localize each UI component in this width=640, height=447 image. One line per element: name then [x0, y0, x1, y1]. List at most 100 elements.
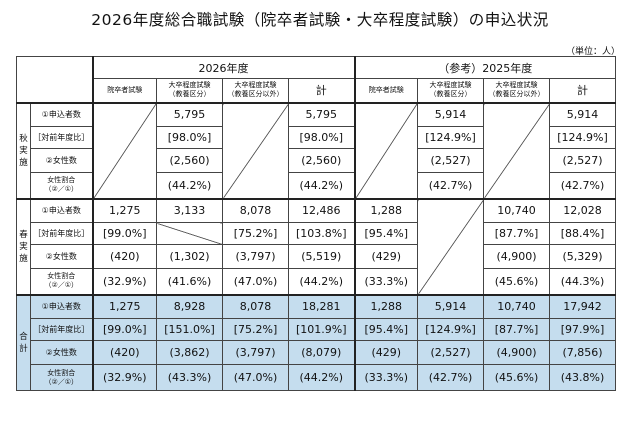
cell-aki-in-2025-na	[353, 101, 418, 199]
cell-haru-female-pct: (44.3%)	[549, 268, 616, 295]
cell-gokei-apply: 10,740	[483, 293, 550, 319]
cell-haru-female-pct: (33.3%)	[353, 268, 418, 295]
cell-haru-ratio: [75.2%]	[222, 222, 289, 245]
cell-aki-apply: 5,795	[156, 101, 223, 127]
cell-haru-female: (3,797)	[222, 244, 289, 269]
cell-aki-female-pct: (44.2%)	[156, 172, 223, 199]
cell-haru-apply: 1,288	[353, 197, 418, 223]
cell-gokei-female-pct: (44.2%)	[288, 364, 355, 391]
cell-aki-apply: 5,914	[549, 101, 616, 127]
cell-aki-female: (2,560)	[156, 148, 223, 173]
cell-aki-ratio: [98.0%]	[288, 126, 355, 149]
header-year-2026: 2026年度	[91, 56, 355, 79]
cell-gokei-ratio: [97.9%]	[549, 318, 616, 341]
cell-aki-female: (2,527)	[549, 148, 616, 173]
cell-gokei-female-pct: (43.3%)	[156, 364, 223, 391]
cell-gokei-apply: 1,288	[353, 293, 418, 319]
cell-aki-apply: 5,914	[417, 101, 484, 127]
cell-gokei-ratio: [95.4%]	[353, 318, 418, 341]
cell-haru-female: (429)	[353, 244, 418, 269]
cell-gokei-female: (2,527)	[417, 340, 484, 365]
cell-haru-ratio: [95.4%]	[353, 222, 418, 245]
cell-aki-dai2-2025-na	[483, 101, 550, 199]
cell-aki-female-pct: (44.2%)	[288, 172, 355, 199]
cell-aki-apply: 5,795	[288, 101, 355, 127]
cell-gokei-female-pct: (32.9%)	[91, 364, 157, 391]
cell-haru-female-pct: (47.0%)	[222, 268, 289, 295]
cell-aki-female: (2,527)	[417, 148, 484, 173]
row-label-female: ②女性数	[30, 340, 93, 365]
cell-haru-female: (4,900)	[483, 244, 550, 269]
cell-haru-apply: 10,740	[483, 197, 550, 223]
cell-aki-ratio: [124.9%]	[417, 126, 484, 149]
cell-aki-dai2-2026-na	[222, 101, 289, 199]
row-label-ratio: ［対前年度比］	[30, 222, 93, 245]
row-label-female-pct: 女性割合 （②／①）	[30, 268, 93, 295]
row-label-female-pct: 女性割合 （②／①）	[30, 364, 93, 391]
cell-haru-female-pct: (32.9%)	[91, 268, 157, 295]
cell-haru-female: (1,302)	[156, 244, 223, 269]
cell-haru-female: (5,329)	[549, 244, 616, 269]
cell-gokei-apply: 8,928	[156, 293, 223, 319]
row-label-ratio: ［対前年度比］	[30, 126, 93, 149]
row-label-female-pct: 女性割合 （②／①）	[30, 172, 93, 199]
header-year-2025: （参考）2025年度	[353, 56, 616, 79]
col-header-total-2025: 計	[549, 78, 616, 103]
cell-aki-female: (2,560)	[288, 148, 355, 173]
cell-aki-female-pct: (42.7%)	[417, 172, 484, 199]
col-header-dai1-2025: 大卒程度試験 （教養区分）	[417, 78, 484, 103]
cell-gokei-female-pct: (42.7%)	[417, 364, 484, 391]
cell-haru-female-pct: (41.6%)	[156, 268, 223, 295]
header-corner	[16, 56, 93, 103]
row-label-female: ②女性数	[30, 148, 93, 173]
cell-gokei-female: (7,856)	[549, 340, 616, 365]
cell-haru-apply: 3,133	[156, 197, 223, 223]
cell-haru-ratio: [87.7%]	[483, 222, 550, 245]
row-label-apply: ①申込者数	[30, 197, 93, 223]
cell-gokei-ratio: [75.2%]	[222, 318, 289, 341]
page-title: 2026年度総合職試験（院卒者試験・大卒程度試験）の申込状況	[91, 11, 549, 29]
cell-gokei-apply: 18,281	[288, 293, 355, 319]
cell-haru-female: (420)	[91, 244, 157, 269]
cell-gokei-ratio: [124.9%]	[417, 318, 484, 341]
cell-gokei-female-pct: (43.8%)	[549, 364, 616, 391]
row-label-female: ②女性数	[30, 244, 93, 269]
cell-haru-female-pct: (44.2%)	[288, 268, 355, 295]
row-label-apply: ①申込者数	[30, 101, 93, 127]
group-label-gokei: 合計	[16, 293, 31, 391]
cell-gokei-apply: 17,942	[549, 293, 616, 319]
cell-haru-apply: 8,078	[222, 197, 289, 223]
col-header-total: 計	[288, 78, 355, 103]
cell-gokei-female-pct: (45.6%)	[483, 364, 550, 391]
group-label-haru: 春実施	[16, 197, 31, 295]
cell-haru-ratio: [103.8%]	[288, 222, 355, 245]
cell-gokei-female: (3,797)	[222, 340, 289, 365]
cell-gokei-female: (3,862)	[156, 340, 223, 365]
cell-gokei-apply: 1,275	[91, 293, 157, 319]
cell-gokei-apply: 5,914	[417, 293, 484, 319]
cell-gokei-ratio: [99.0%]	[91, 318, 157, 341]
cell-haru-female-pct: (45.6%)	[483, 268, 550, 295]
cell-haru-ratio: [99.0%]	[91, 222, 157, 245]
cell-gokei-female-pct: (47.0%)	[222, 364, 289, 391]
unit-note: （単位：人）	[565, 47, 620, 57]
cell-haru-apply: 1,275	[91, 197, 157, 223]
col-header-dai2: 大卒程度試験 （教養区分以外）	[222, 78, 289, 103]
col-header-dai1: 大卒程度試験 （教養区分）	[156, 78, 223, 103]
cell-gokei-female-pct: (33.3%)	[353, 364, 418, 391]
cell-haru-apply: 12,486	[288, 197, 355, 223]
cell-gokei-apply: 8,078	[222, 293, 289, 319]
cell-gokei-female: (429)	[353, 340, 418, 365]
cell-aki-ratio: [124.9%]	[549, 126, 616, 149]
cell-aki-female-pct: (42.7%)	[549, 172, 616, 199]
row-label-ratio: ［対前年度比］	[30, 318, 93, 341]
cell-aki-ratio: [98.0%]	[156, 126, 223, 149]
col-header-in-2025: 院卒者試験	[353, 78, 418, 103]
cell-gokei-female: (8,079)	[288, 340, 355, 365]
group-label-aki: 秋実施	[16, 101, 31, 199]
cell-gokei-female: (4,900)	[483, 340, 550, 365]
col-header-in: 院卒者試験	[91, 78, 157, 103]
cell-haru-ratio-na	[156, 222, 223, 245]
cell-gokei-ratio: [151.0%]	[156, 318, 223, 341]
cell-haru-apply: 12,028	[549, 197, 616, 223]
